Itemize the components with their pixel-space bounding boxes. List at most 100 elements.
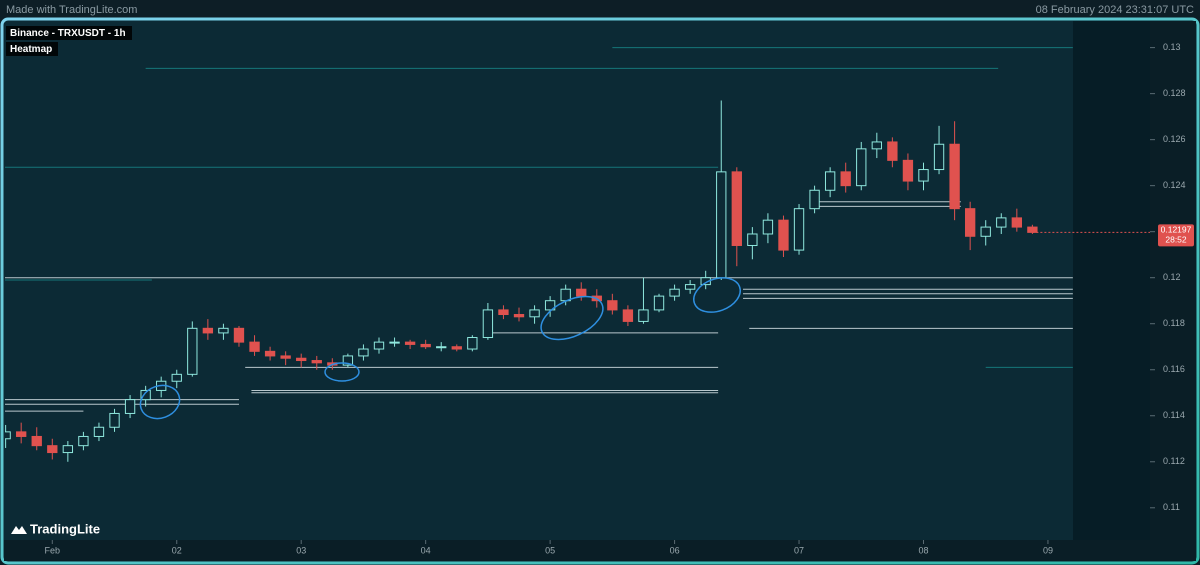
x-tick-label: 07	[794, 545, 804, 555]
brand-logo	[11, 526, 27, 534]
y-tick-label: 0.124	[1163, 180, 1186, 190]
candle-body	[342, 355, 354, 366]
candle-body	[684, 284, 696, 290]
candle-body	[809, 189, 820, 210]
candle-body	[622, 309, 634, 322]
candle-body	[824, 171, 836, 191]
timestamp: 08 February 2024 23:31:07 UTC	[1036, 4, 1194, 16]
candle-body	[996, 217, 1007, 228]
y-tick-label: 0.13	[1163, 42, 1181, 52]
candle-body	[856, 148, 867, 187]
x-tick-label: 08	[918, 545, 928, 555]
candle-body	[871, 141, 882, 150]
title-box	[6, 26, 132, 40]
candle-body	[949, 143, 960, 210]
candle-body	[933, 143, 945, 171]
candle-body	[249, 341, 260, 352]
candle-body	[187, 327, 198, 375]
x-tick-label: 04	[421, 545, 431, 555]
candle-body	[513, 314, 525, 318]
plot-area	[5, 47, 1073, 412]
candle-body	[669, 288, 680, 297]
y-tick-label: 0.128	[1163, 88, 1186, 98]
y-tick-label: 0.114	[1163, 410, 1185, 420]
candle-body	[389, 341, 400, 344]
chart-subtitle: Heatmap	[10, 44, 52, 55]
candle-body	[964, 208, 976, 237]
candle-body	[78, 435, 89, 447]
candle-body	[918, 169, 929, 182]
annotations	[139, 277, 741, 420]
annotation-circle	[540, 295, 604, 341]
x-tick-label: 06	[670, 545, 680, 555]
candle-body	[482, 309, 494, 339]
candle-body	[109, 412, 120, 428]
candle-body	[62, 445, 74, 454]
candle-body	[498, 309, 509, 316]
frame	[0, 17, 1200, 565]
time-axis	[4, 540, 1150, 561]
candle-body	[373, 341, 385, 350]
subtitle-box	[6, 42, 58, 56]
candle-body	[218, 327, 229, 334]
countdown: 28:52	[1165, 235, 1187, 245]
y-tick-label: 0.112	[1163, 456, 1185, 466]
candle-body	[436, 346, 447, 349]
candle-body	[451, 346, 462, 350]
candle-body	[47, 445, 58, 454]
candle-body	[716, 171, 727, 279]
candle-body	[638, 309, 649, 322]
candle-body	[264, 350, 276, 357]
candle-body	[980, 226, 991, 237]
candle-body	[420, 343, 431, 348]
candle-body	[5, 431, 11, 440]
y-tick-label: 0.118	[1163, 318, 1185, 328]
candle-body	[1011, 217, 1022, 228]
candle-body	[762, 219, 774, 235]
last-price: 0.12197	[1161, 225, 1192, 235]
candle-body	[1027, 226, 1038, 233]
chart-title: Binance - TRXUSDT - 1h	[10, 28, 126, 39]
candle-body	[576, 288, 587, 297]
y-tick-label: 0.12	[1163, 272, 1181, 282]
y-tick-label: 0.116	[1163, 364, 1185, 374]
candle-body	[887, 141, 898, 161]
credit: Made with TradingLite.com	[6, 4, 137, 16]
candle-body	[747, 233, 758, 246]
candle-body	[280, 355, 291, 359]
candle-body	[296, 357, 307, 362]
candle-body	[902, 159, 914, 182]
candle-body	[171, 373, 182, 382]
candle-body	[840, 171, 851, 187]
candle-body	[653, 295, 665, 311]
candle-body	[93, 426, 105, 437]
candle-body	[16, 431, 27, 437]
candle-body	[607, 300, 618, 311]
candle-body	[544, 300, 556, 311]
candle-body	[358, 348, 369, 357]
candle-body	[778, 219, 789, 251]
candle-body	[311, 360, 322, 364]
candle-body	[529, 309, 540, 318]
x-tick-label: 03	[296, 545, 306, 555]
annotation-circle	[693, 277, 741, 313]
annotation-circle	[139, 384, 181, 420]
candle-body	[731, 171, 742, 246]
heatmap-future	[1073, 21, 1150, 540]
x-tick-label: 05	[545, 545, 555, 555]
y-tick-label: 0.126	[1163, 134, 1186, 144]
candle-body	[140, 389, 151, 401]
candle-body	[233, 327, 245, 343]
annotation-circle	[324, 362, 360, 382]
price-axis	[1150, 21, 1196, 561]
candle-body	[202, 327, 214, 334]
x-tick-label: 09	[1043, 545, 1053, 555]
candle-body	[31, 435, 42, 447]
price-tag	[1158, 224, 1194, 247]
candle-body	[124, 399, 136, 414]
y-tick-label: 0.11	[1163, 502, 1180, 512]
brand: TradingLite	[30, 521, 100, 536]
candle-body	[404, 341, 416, 345]
